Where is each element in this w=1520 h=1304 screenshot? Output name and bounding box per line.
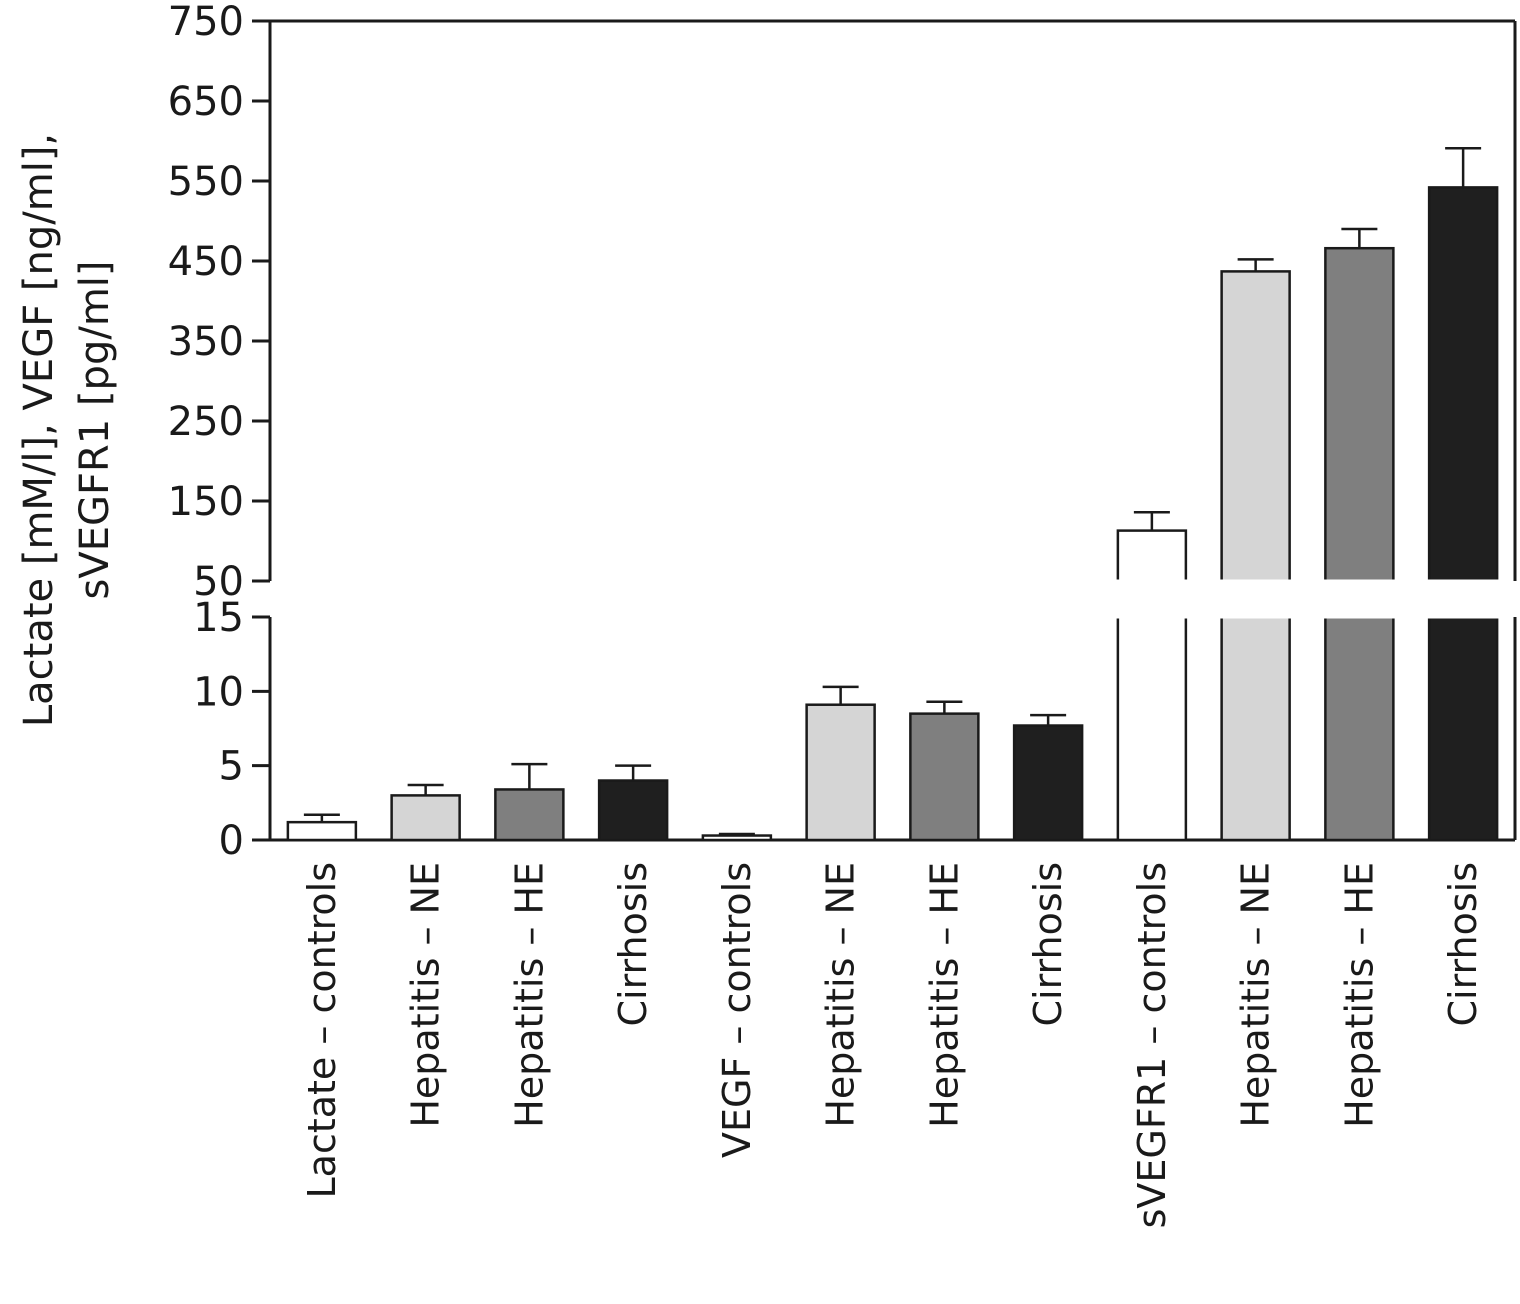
bar-8-break [1113, 579, 1190, 619]
category-label-5: Hepatitis – NE [819, 862, 863, 1128]
bar-10-break [1321, 579, 1398, 619]
bar-9-lower [1220, 615, 1291, 842]
bar-4 [701, 834, 773, 842]
bar-8-upper [1116, 529, 1188, 583]
y-tick-upper-450: 450 [168, 239, 244, 285]
y-tick-lower-5: 5 [219, 744, 244, 790]
y-tick-upper-650: 650 [168, 79, 244, 125]
bar-3 [597, 779, 669, 842]
y-tick-upper-150: 150 [168, 479, 244, 525]
bar-10-lower [1324, 615, 1395, 842]
bar-1 [390, 794, 461, 842]
y-tick-upper-50: 50 [193, 559, 244, 605]
category-label-8: sVEGFR1 – controls [1130, 862, 1174, 1228]
bar-11-break [1425, 579, 1502, 619]
category-label-1: Hepatitis – NE [404, 862, 448, 1128]
category-label-10: Hepatitis – HE [1337, 862, 1381, 1128]
category-label-4: VEGF – controls [715, 862, 759, 1158]
category-label-2: Hepatitis – HE [507, 862, 551, 1128]
category-label-3: Cirrhosis [611, 862, 655, 1027]
bar-9-upper [1220, 270, 1291, 583]
category-label-11: Cirrhosis [1441, 862, 1485, 1027]
y-axis-label: Lactate [mM/l], VEGF [ng/ml], sVEGFR1 [pg… [16, 133, 118, 727]
bar-0 [286, 820, 358, 842]
error-bars [303, 146, 1482, 836]
category-label-9: Hepatitis – NE [1234, 862, 1278, 1128]
y-tick-upper-750: 750 [168, 0, 244, 45]
y-tick-lower-15: 15 [193, 595, 244, 641]
y-tick-upper-550: 550 [168, 159, 244, 205]
category-label-0: Lactate – controls [300, 862, 344, 1199]
y-axis-label-line-1: Lactate [mM/l], VEGF [ng/ml], [16, 133, 62, 727]
y-tick-lower-0: 0 [219, 818, 244, 864]
y-tick-upper-250: 250 [168, 399, 244, 445]
bar-11-upper [1427, 186, 1499, 583]
category-labels: Lactate – controls Hepatitis – NE Hepatiti… [300, 862, 1485, 1228]
y-tick-lower-10: 10 [193, 669, 244, 715]
bar-8-lower [1116, 615, 1188, 842]
y-tick-upper-350: 350 [168, 319, 244, 365]
bar-7 [1012, 724, 1084, 842]
y-axis-label-line-2: sVEGFR1 [pg/ml] [72, 261, 118, 600]
bar-6 [909, 712, 980, 842]
category-label-7: Cirrhosis [1026, 862, 1070, 1027]
bar-10-upper [1324, 246, 1395, 583]
axes [268, 19, 1517, 842]
bars [286, 186, 1502, 842]
bar-2 [494, 788, 565, 842]
bar-5 [805, 703, 876, 842]
bar-9-break [1217, 579, 1294, 619]
category-label-6: Hepatitis – HE [922, 862, 966, 1128]
bar-11-lower [1427, 615, 1499, 842]
